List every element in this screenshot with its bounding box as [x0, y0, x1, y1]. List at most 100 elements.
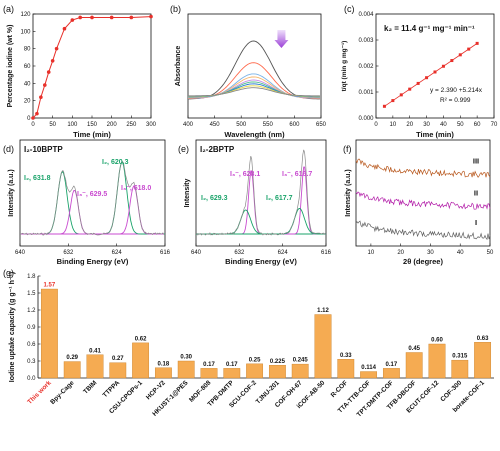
panel-g-bar	[382, 368, 400, 379]
panel-label-f: (f)	[343, 144, 352, 154]
panel-c-point	[391, 99, 395, 103]
panel-a-ylabel: Percentage iodine (wt %)	[7, 25, 14, 108]
panel-c-ytick-label: 0.004	[358, 12, 374, 18]
panel-g-value-label: 0.27	[112, 356, 124, 362]
panel-g-value-label: 0.62	[135, 336, 147, 342]
panel-c-ytick-label: 0.003	[358, 38, 374, 44]
panel-g-bar	[451, 359, 469, 379]
panel-d-envelope	[19, 161, 165, 236]
panel-b-xtick-label: 450	[210, 122, 221, 128]
panel-a-point	[90, 15, 94, 20]
panel-d-xtick-label: 632	[63, 250, 74, 256]
panel-d-xtick-label: 640	[15, 250, 26, 256]
panel-c-xtick-label: 30	[423, 122, 430, 128]
panel-c-point	[425, 76, 429, 80]
panel-f-series-label: III	[473, 157, 479, 166]
panel-a-point	[31, 116, 35, 120]
panel-f-xtick-label: 50	[487, 250, 494, 256]
panel-a-point	[39, 95, 43, 99]
panel-g-bar	[337, 359, 355, 379]
panel-c-ylabel: t/qt (min g mg⁻¹)	[341, 41, 348, 92]
panel-c-point	[450, 59, 454, 63]
panel-f-xtick-label: 30	[427, 250, 434, 256]
panel-c-point	[399, 93, 403, 97]
panel-g-bar	[132, 342, 150, 379]
panel-c-xtick-label: 70	[491, 122, 498, 128]
panel-c-point	[382, 104, 386, 108]
panel-a-ytick-label: 0	[27, 116, 31, 122]
panel-a-xtick-label: 100	[67, 122, 78, 128]
panel-e-xlabel: Binding Energy (eV)	[225, 257, 297, 266]
panel-e-xtick-label: 616	[321, 250, 332, 256]
panel-e-ylabel: Intensity	[184, 179, 191, 208]
panel-f-series-label: II	[474, 188, 478, 197]
panel-label-e: (e)	[178, 144, 189, 154]
panel-d-component-peak	[20, 161, 164, 235]
panel-c-point	[475, 41, 479, 45]
panel-d-peak-label: I₃⁻, 629.5	[77, 191, 107, 198]
panel-c-xtick-label: 10	[390, 122, 397, 128]
panel-a-point	[43, 83, 47, 87]
panel-c-xtick-label: 20	[406, 122, 413, 128]
panel-a-xtick-label: 300	[146, 122, 157, 128]
panel-g-value-label: 0.17	[226, 362, 238, 368]
panel-c-ytick-label: 0.000	[358, 116, 374, 122]
panel-label-b: (b)	[170, 4, 181, 14]
panel-g-category-label: Bpy-Cage	[49, 379, 76, 406]
panel-b-xtick-label: 550	[263, 122, 274, 128]
panel-e-peak-label: I₃⁻, 628.1	[230, 171, 260, 178]
panel-c-xtick-label: 60	[474, 122, 481, 128]
panel-e-frame	[195, 139, 327, 247]
panel-g-value-label: 0.114	[361, 365, 376, 371]
panel-g-value-label: 0.45	[408, 346, 420, 352]
panel-g-category-label: TBIM	[82, 379, 98, 395]
panel-e-xtick-label: 632	[234, 250, 245, 256]
panel-g-ytick-label: 0.9	[27, 325, 36, 331]
panel-g-value-label: 0.17	[386, 362, 398, 368]
panel-g-bar	[360, 371, 378, 379]
panel-a-xtick-label: 50	[49, 122, 56, 128]
panel-g-value-label: 0.245	[293, 358, 309, 364]
panel-label-a: (a)	[3, 4, 14, 14]
panel-g-bar	[177, 360, 195, 379]
panel-f-pattern-II	[355, 191, 491, 210]
panel-c-xtick-label: 50	[457, 122, 464, 128]
panel-g-ylabel: Iodine uptake capacity (g g⁻¹ h⁻¹)	[9, 272, 16, 382]
panel-g-ytick-label: 1.2	[27, 308, 36, 314]
panel-a-point	[54, 46, 59, 51]
panel-g-ytick-label: 0.0	[27, 376, 36, 382]
panel-f-xlabel: 2θ (degree)	[403, 257, 443, 266]
panel-a-point	[129, 15, 134, 20]
panel-b-xtick-label: 500	[236, 122, 247, 128]
panel-c-xtick-label: 40	[440, 122, 447, 128]
panel-f-xtick-label: 40	[457, 250, 464, 256]
panel-c-point	[433, 70, 437, 74]
panel-a-ytick-label: 120	[20, 12, 31, 18]
panel-g-value-label: 0.25	[249, 357, 261, 363]
panel-a-point	[46, 70, 51, 74]
panel-g-bar	[223, 368, 241, 379]
panel-label-d: (d)	[3, 144, 14, 154]
panel-a-xtick-label: 200	[107, 122, 118, 128]
panel-g-bar	[405, 352, 423, 379]
panel-d-title: I₂-10BPTP	[24, 145, 63, 154]
panel-f-series-label: I	[475, 218, 477, 227]
panel-g-bar	[246, 363, 264, 379]
panel-g-ytick-label: 0.6	[27, 342, 36, 348]
panel-b-xtick-label: 650	[316, 122, 327, 128]
panel-g-bar	[291, 363, 309, 379]
panel-g-value-label: 1.57	[44, 283, 56, 289]
panel-g-category-label: TTPPA	[102, 379, 122, 399]
panel-e-peak-label: I₂, 629.3	[201, 195, 228, 202]
panel-g-category-label: R-COF	[330, 379, 350, 399]
panel-c-point	[458, 53, 462, 57]
panel-c-point	[416, 81, 420, 85]
panel-e-peak-label: I₂, 617.7	[266, 195, 293, 202]
panel-g-value-label: 1.12	[317, 308, 329, 314]
panel-b-ylabel: Absorbance	[175, 46, 182, 87]
panel-a-point	[35, 111, 39, 116]
panel-d-xtick-label: 624	[112, 250, 123, 256]
panel-c-ytick-label: 0.002	[358, 64, 374, 70]
panel-a-xtick-label: 250	[126, 122, 137, 128]
